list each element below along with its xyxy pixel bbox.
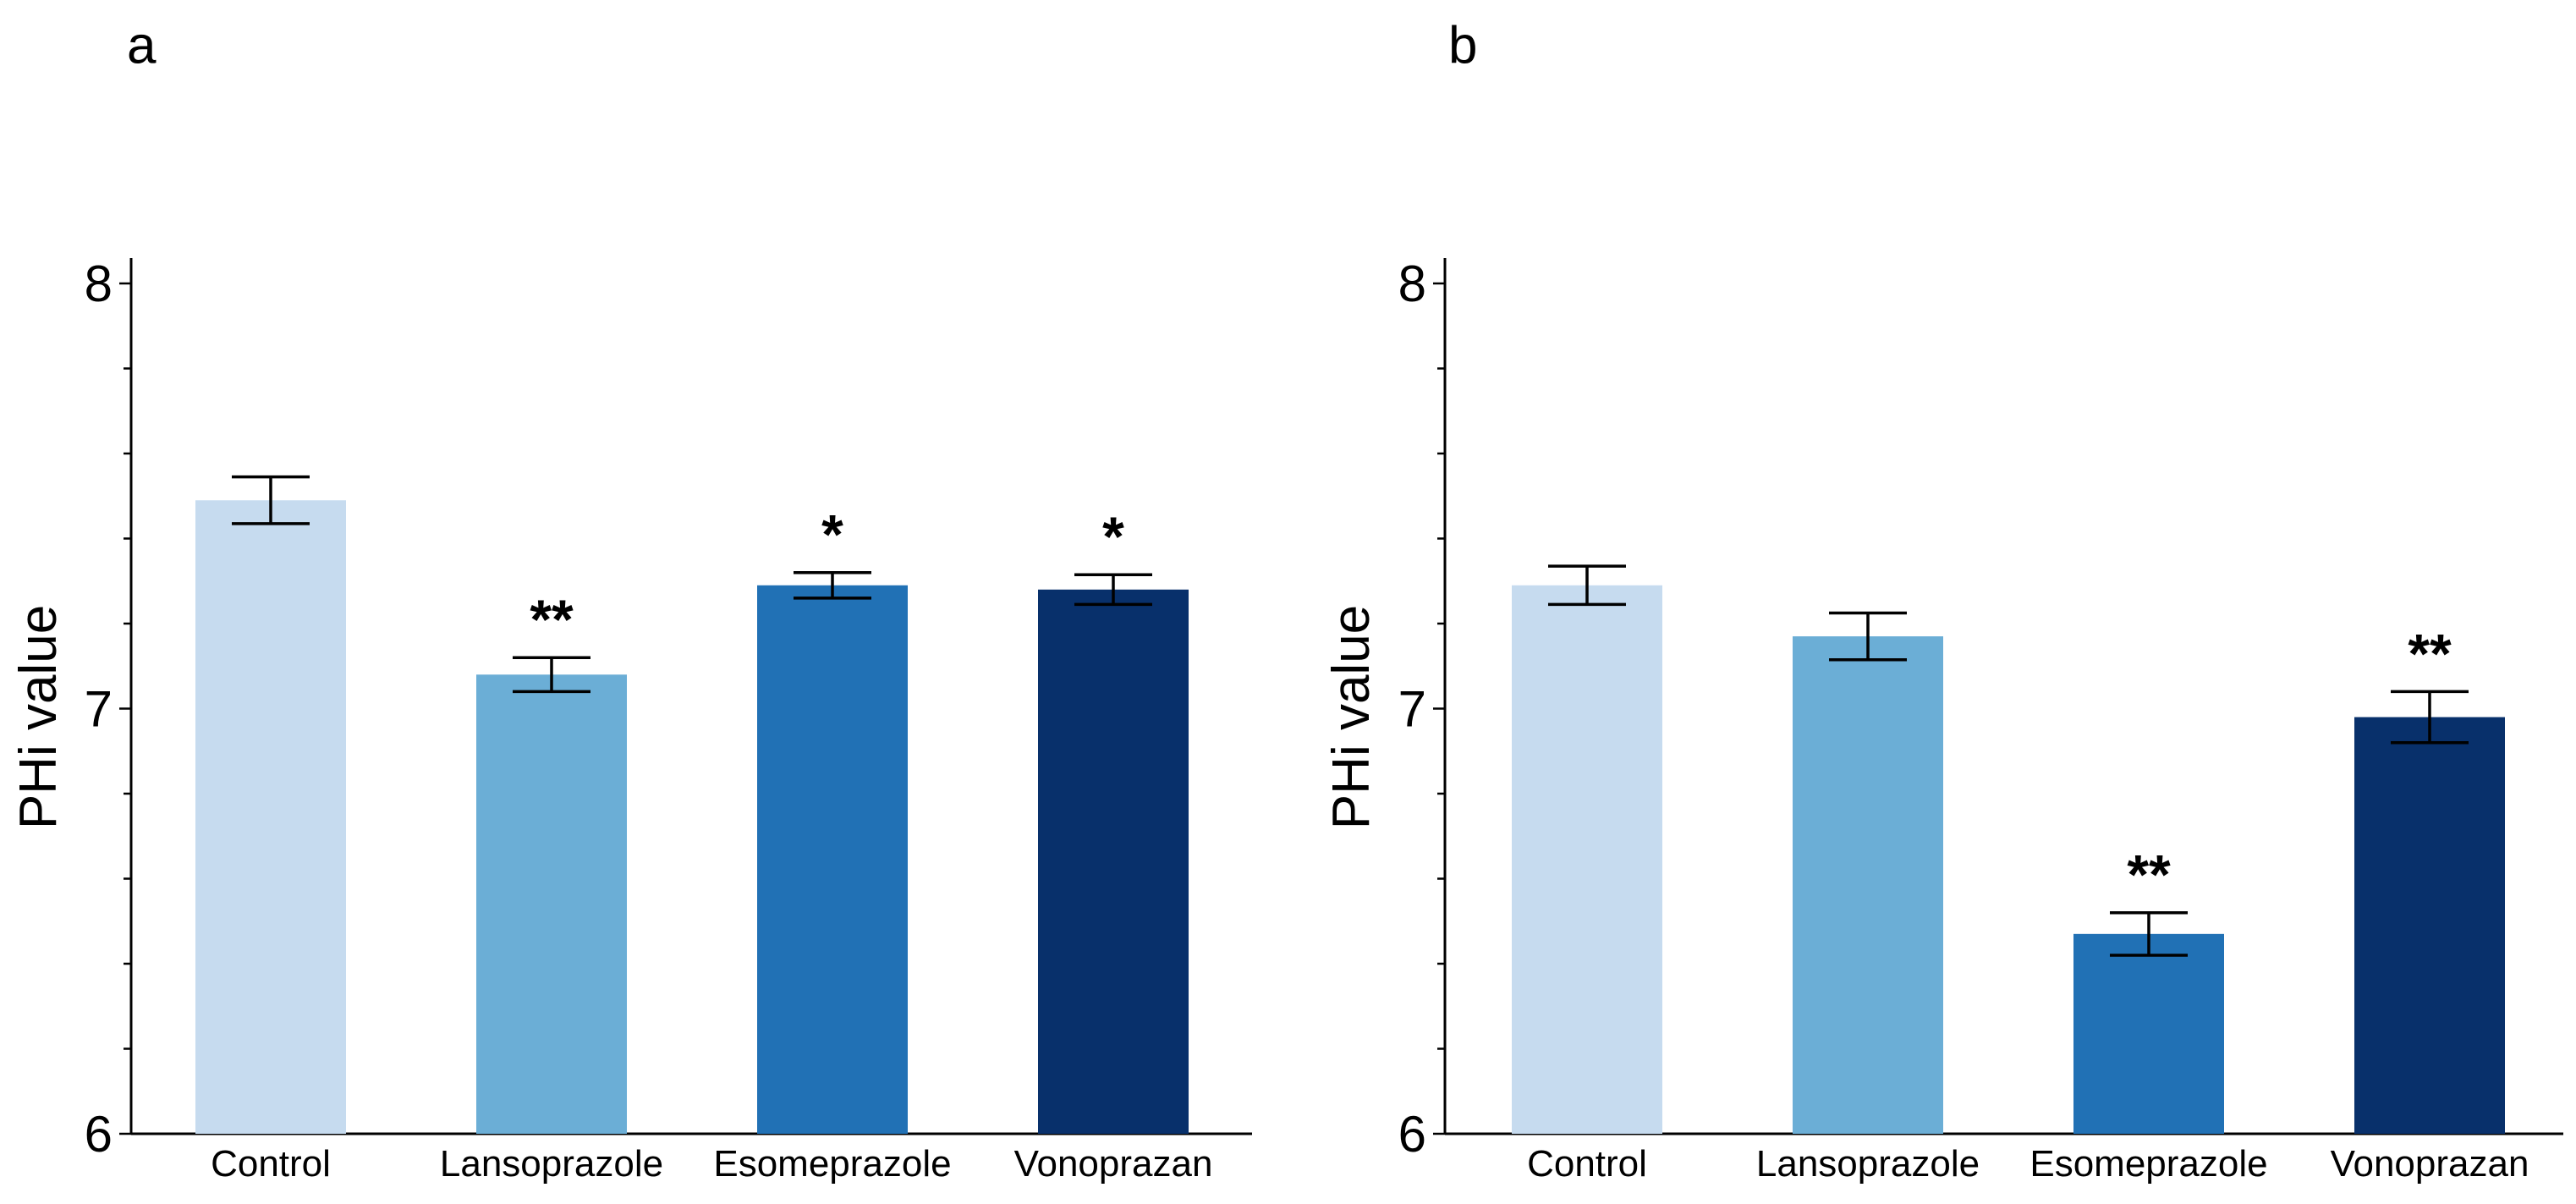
panel-label: a (127, 16, 157, 74)
y-tick-label: 7 (85, 681, 113, 738)
y-axis-title: PHi value (9, 605, 68, 829)
x-tick-label: Esomeprazole (2029, 1143, 2267, 1185)
x-tick-label: Control (1527, 1143, 1647, 1185)
y-tick-label: 8 (85, 256, 113, 312)
panel-a: a 6 7 8 PHi value Control ** Lansoprazole * Esome… (9, 16, 1252, 1185)
y-axis-title: PHi value (1322, 605, 1381, 829)
x-tick-label: Vonoprazan (1014, 1143, 1213, 1185)
x-tick-label: Vonoprazan (2331, 1143, 2529, 1185)
x-tick-label: Esomeprazole (713, 1143, 951, 1185)
x-tick-label: Lansoprazole (1756, 1143, 1980, 1185)
y-tick-label: 6 (1398, 1106, 1426, 1163)
bar-esomeprazole (2073, 933, 2224, 1134)
y-tick-label: 7 (1398, 681, 1426, 738)
panel-b: b 6 7 8 PHi value Control Lansoprazole ** Esomep… (1322, 16, 2563, 1185)
bar-lansoprazole (1793, 636, 1943, 1134)
bar-vonoprazan (2354, 717, 2505, 1134)
significance-marker: ** (2127, 844, 2171, 906)
bar-lansoprazole (476, 674, 627, 1134)
significance-marker: ** (530, 588, 574, 651)
significance-marker: * (821, 503, 843, 566)
panel-label: b (1448, 16, 1477, 74)
x-tick-label: Control (211, 1143, 331, 1185)
x-tick-label: Lansoprazole (440, 1143, 663, 1185)
significance-marker: ** (2408, 622, 2452, 684)
bar-vonoprazan (1038, 589, 1189, 1134)
bar-control (195, 500, 346, 1134)
y-tick-label: 8 (1398, 256, 1426, 312)
y-tick-label: 6 (85, 1106, 113, 1163)
bar-control (1512, 585, 1662, 1134)
significance-marker: * (1102, 505, 1124, 568)
bar-esomeprazole (757, 585, 908, 1134)
